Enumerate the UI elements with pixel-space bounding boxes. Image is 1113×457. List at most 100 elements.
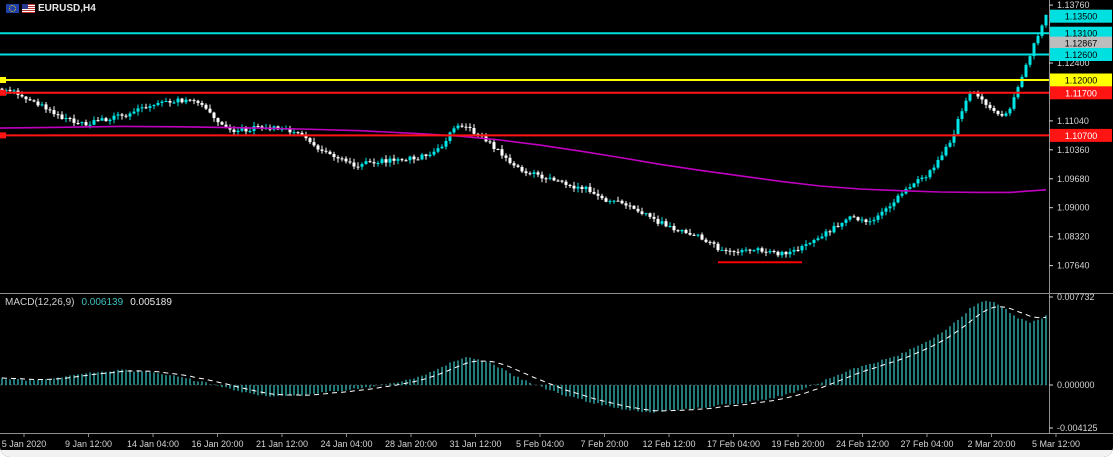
candle-body [632,205,636,209]
candle-body [424,154,428,156]
candle-body [984,99,988,105]
candle-body [768,251,772,253]
candle-body [788,251,792,255]
candle-body [348,161,352,163]
candle-body [244,127,248,132]
candle-body [140,107,144,109]
candle-body [516,165,520,167]
candle-body [168,101,172,103]
candle-body [676,230,680,232]
symbol-text: EURUSD,H4 [38,3,96,14]
candle-body [548,177,552,179]
candle-body [316,145,320,150]
candle-body [576,186,580,189]
price-axis-label: 1.12400 [1057,58,1090,68]
candle-body [240,127,244,131]
candle-body [800,246,804,251]
candle-body [968,92,972,101]
candle-body [580,186,584,189]
candle-body [708,241,712,243]
candle-body [680,230,684,232]
candle-body [688,233,692,235]
candle-body [820,236,824,239]
candle-body [8,89,12,92]
candle-body [368,161,372,163]
candle-body [332,154,336,158]
candle-body [996,111,1000,115]
candle-body [184,99,188,103]
candle-body [840,222,844,227]
candle-body [136,108,140,112]
candle-body [296,132,300,134]
candle-body [204,104,208,109]
candle-body [432,151,436,155]
candle-body [744,249,748,251]
line-left-marker[interactable] [0,132,6,139]
time-axis-label: 16 Jan 20:00 [191,439,243,449]
candle-body [636,208,640,212]
candle-body [84,122,88,126]
candle-body [508,157,512,164]
time-scale-drag-zone[interactable] [0,434,1113,450]
candle-body [748,249,752,251]
candle-body [672,226,676,231]
price-marker-box [1050,48,1112,61]
candle-body [764,251,768,253]
candle-body [416,159,420,161]
price-marker-label: 1.12867 [1065,39,1098,49]
candle-body [988,104,992,109]
candle-body [236,130,240,132]
window-bottom-edge [0,450,1113,457]
candle-body [564,181,568,185]
candle-body [808,243,812,245]
candle-body [156,102,160,105]
candle-body [456,125,460,129]
candle-body [796,249,800,251]
candle-body [912,183,916,188]
candle-body [212,112,216,118]
candle-body [28,99,32,101]
candle-body [944,146,948,156]
candle-body [176,98,180,103]
candle-body [464,126,468,128]
candle-body [300,132,304,136]
candle-body [52,110,56,115]
candle-body [776,251,780,256]
candle-body [932,167,936,171]
candle-body [884,208,888,212]
price-scale-drag-zone[interactable] [1049,0,1113,434]
candle-body [880,211,884,216]
line-left-marker[interactable] [0,77,6,83]
candle-body [716,243,720,251]
candle-body [1020,76,1024,87]
symbol-label: EURUSD,H4 [6,3,96,14]
macd-signal-value: 0.005189 [130,297,172,308]
candle-body [144,107,148,109]
line-left-marker[interactable] [0,89,6,96]
eu-flag-icon [6,4,19,13]
candle-body [452,128,456,133]
time-axis-label: 28 Jan 20:00 [385,439,437,449]
price-axis-label: 1.07640 [1057,261,1090,271]
candle-body [916,179,920,184]
candle-body [1044,14,1048,26]
candle-body [596,193,600,196]
macd-axis-label: -0.004125 [1057,423,1098,433]
price-marker-box [1050,9,1112,23]
price-axis-label: 1.09000 [1057,203,1090,213]
candle-body [928,170,932,178]
time-axis-label: 12 Feb 12:00 [642,439,695,449]
candle-body [36,101,40,106]
candle-body [256,126,260,127]
candle-body [792,249,796,252]
candle-body [860,219,864,221]
candle-body [712,242,716,244]
candle-body [700,234,704,240]
price-axis-label: 1.11040 [1057,116,1089,126]
candle-body [488,141,492,143]
candle-body [208,108,212,113]
candle-body [44,104,48,110]
candle-body [128,113,132,117]
price-marker-label: 1.12000 [1065,76,1098,86]
